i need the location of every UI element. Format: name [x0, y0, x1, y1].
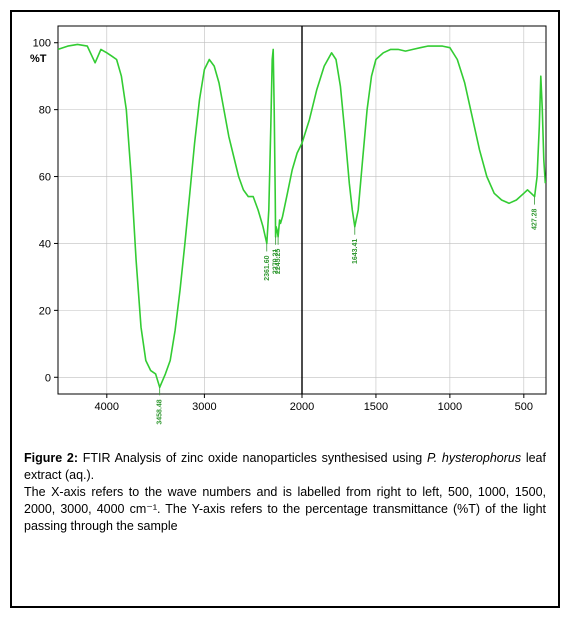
svg-text:60: 60	[39, 172, 51, 184]
svg-text:2000: 2000	[290, 401, 314, 413]
svg-text:%T: %T	[30, 53, 47, 65]
svg-text:427.28: 427.28	[532, 209, 539, 231]
ftir-chart: 0 20 40 60 80 100 %T 4000 3000 2000 1500 1000 500 345…	[12, 12, 558, 442]
svg-text:20: 20	[39, 305, 51, 317]
svg-text:100: 100	[33, 38, 51, 50]
svg-text:2361.60: 2361.60	[264, 255, 271, 280]
svg-text:1643.41: 1643.41	[352, 239, 359, 264]
figure-caption: Figure 2: FTIR Analysis of zinc oxide na…	[12, 442, 558, 540]
caption-body: The X-axis refers to the wave numbers an…	[24, 485, 546, 533]
caption-part-a: FTIR Analysis of zinc oxide nanoparticle…	[78, 451, 427, 465]
chart-svg: 0 20 40 60 80 100 %T 4000 3000 2000 1500 1000 500 345…	[12, 12, 558, 442]
svg-text:80: 80	[39, 105, 51, 117]
svg-text:4000: 4000	[95, 401, 119, 413]
svg-text:3000: 3000	[192, 401, 216, 413]
figure-frame: 0 20 40 60 80 100 %T 4000 3000 2000 1500 1000 500 345…	[10, 10, 560, 608]
svg-text:1500: 1500	[364, 401, 388, 413]
caption-italic: P. hysterophorus	[427, 451, 521, 465]
svg-text:1000: 1000	[438, 401, 462, 413]
figure-label: Figure 2:	[24, 451, 78, 465]
svg-text:500: 500	[515, 401, 533, 413]
page: 0 20 40 60 80 100 %T 4000 3000 2000 1500 1000 500 345…	[0, 0, 572, 620]
svg-text:0: 0	[45, 372, 51, 384]
svg-text:3458.48: 3458.48	[157, 399, 164, 424]
svg-text:2245.25: 2245.25	[275, 249, 282, 274]
svg-text:40: 40	[39, 238, 51, 250]
